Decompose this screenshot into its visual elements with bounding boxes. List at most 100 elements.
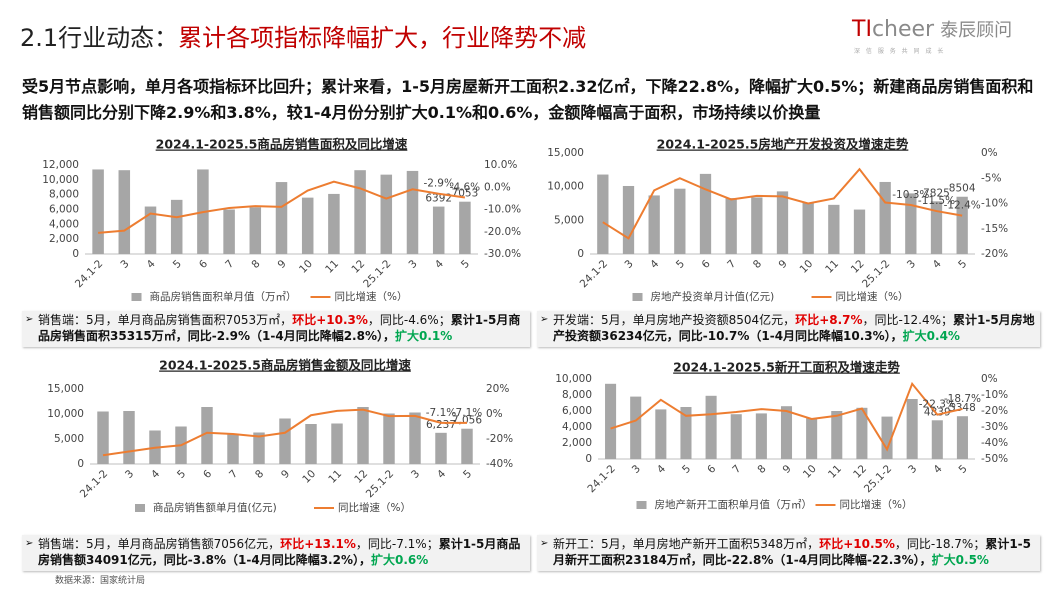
chart-title: 2024.1-2025.5商品房销售面积及同比增速: [156, 137, 408, 152]
note-text: 环比+8.7%: [795, 313, 863, 327]
x-tick-label: 3: [906, 463, 919, 476]
note-text: 累计1-5月房地产投资额36234亿元，同比-10.7%（1-4月同比降幅10.…: [553, 313, 1035, 343]
y-tick-label: 6,000: [562, 405, 592, 417]
bar: [118, 170, 131, 254]
bar: [930, 201, 943, 254]
bar: [780, 406, 793, 459]
y2-tick-label: -15%: [981, 223, 1008, 235]
source: 数据来源：国家统计局: [55, 576, 146, 586]
chart-title: 2024.1-2025.5商品房销售金额及同比增速: [159, 358, 411, 373]
x-tick-label: 24.1-2: [73, 258, 105, 290]
logo-word: cheer: [871, 17, 935, 42]
x-tick-label: 6: [197, 258, 210, 271]
y2-tick-label: 0%: [486, 408, 503, 420]
x-tick-label: 24.1-2: [578, 258, 610, 290]
bar: [856, 407, 868, 459]
bar: [725, 198, 737, 254]
bar: [331, 423, 343, 464]
y2-tick-label: -40%: [486, 458, 513, 470]
x-tick-label: 5: [459, 258, 472, 271]
bar: [630, 396, 642, 459]
bar: [806, 418, 818, 459]
x-tick-label: 5: [956, 258, 969, 271]
line-value-label: -2.9%: [423, 178, 453, 190]
line-value-label: -7.1%: [426, 407, 456, 419]
note-text: 环比+10.3%: [292, 313, 368, 327]
bar-value-label: 8504: [949, 183, 976, 195]
x-tick-label: 3: [123, 468, 136, 481]
y-tick-label: 5,000: [54, 433, 84, 445]
x-tick-label: 9: [276, 258, 289, 271]
note-text: 销售端：5月，单月商品房销售额7056亿元，: [38, 537, 281, 551]
header-prefix: 2.1行业动态：: [20, 24, 179, 52]
note: 新开工：5月，单月房地产新开工面积5348万㎡，环比+10.5%，同比-18.7…: [537, 535, 1040, 571]
note-text: 销售端：5月，单月商品房销售面积7053万㎡，: [38, 313, 293, 327]
y2-tick-label: -20%: [981, 248, 1008, 260]
bar: [648, 195, 660, 254]
bar: [380, 174, 393, 254]
x-tick-label: 12: [352, 468, 370, 486]
bar: [956, 196, 968, 254]
y-tick-label: 10,000: [47, 408, 84, 420]
x-tick-label: 10: [801, 463, 819, 481]
y2-tick-label: -20.0%: [484, 226, 521, 238]
note-text: ，同比-18.7%；: [894, 537, 986, 551]
x-tick-label: 7: [227, 468, 240, 481]
y-tick-label: 10,000: [42, 174, 79, 186]
x-tick-label: 8: [249, 258, 262, 271]
bar: [730, 414, 742, 459]
legend-label: 同比增速（%）: [836, 290, 909, 303]
line-value-label: -7.1%: [452, 407, 482, 419]
y2-tick-label: -30%: [981, 421, 1008, 433]
y-tick-label: 0: [577, 248, 584, 260]
y-tick-label: 4,000: [49, 218, 79, 230]
y2-tick-label: -20%: [981, 405, 1008, 417]
x-tick-label: 12: [349, 258, 367, 276]
y-tick-label: 2,000: [49, 233, 79, 245]
bar: [170, 199, 183, 254]
x-tick-label: 5: [171, 258, 184, 271]
line: [602, 167, 963, 240]
line: [102, 408, 467, 457]
y2-tick-label: -10.0%: [484, 204, 521, 216]
y-tick-label: 5,000: [554, 214, 584, 226]
x-tick-label: 10: [300, 468, 318, 486]
bar: [605, 383, 617, 459]
y-tick-label: 15,000: [547, 147, 584, 159]
bar: [249, 207, 262, 254]
x-tick-label: 3: [623, 258, 636, 271]
y2-tick-label: 20%: [486, 383, 509, 395]
y-tick-label: 12,000: [42, 159, 79, 171]
logo-name: 泰辰顾问: [940, 20, 1013, 41]
bar: [275, 182, 288, 254]
logo: TIcheer 泰辰顾问深 信 服 务 共 同 成 长: [852, 16, 1013, 55]
bar: [92, 169, 104, 254]
y-tick-label: 0: [585, 453, 592, 465]
x-tick-label: 25.1-2: [361, 258, 393, 290]
x-tick-label: 10: [797, 258, 815, 276]
y2-tick-label: -10%: [981, 389, 1008, 401]
y2-tick-label: 0%: [981, 147, 998, 159]
legend-label: 同比增速（%）: [840, 498, 913, 511]
bar-value-label: 4839: [924, 406, 951, 418]
line-value-label: -11.5%: [918, 195, 955, 207]
summary: 受5月节点影响，单月各项指标环比回升；累计来看，1-5月房屋新开工面积2.32亿…: [22, 77, 1034, 122]
x-tick-label: 3: [118, 258, 131, 271]
legend-swatch: [131, 293, 142, 301]
x-tick-label: 8: [751, 258, 764, 271]
note: 开发端：5月，单月房地产投资额8504亿元，环比+8.7%，同比-12.4%；累…: [537, 311, 1040, 347]
bar: [879, 181, 891, 254]
bar: [461, 428, 473, 464]
y2-tick-label: -20%: [486, 433, 513, 445]
bar: [776, 191, 789, 254]
bar: [409, 412, 421, 464]
y-tick-label: 15,000: [47, 383, 84, 395]
y-tick-label: 2,000: [562, 437, 592, 449]
line-value-label: -4.6%: [450, 181, 480, 193]
x-tick-label: 25.1-2: [364, 468, 396, 500]
x-tick-label: 3: [407, 258, 420, 271]
bar: [699, 173, 712, 254]
bar: [828, 204, 840, 254]
y2-tick-label: 0.0%: [484, 181, 511, 193]
bar: [406, 170, 419, 254]
